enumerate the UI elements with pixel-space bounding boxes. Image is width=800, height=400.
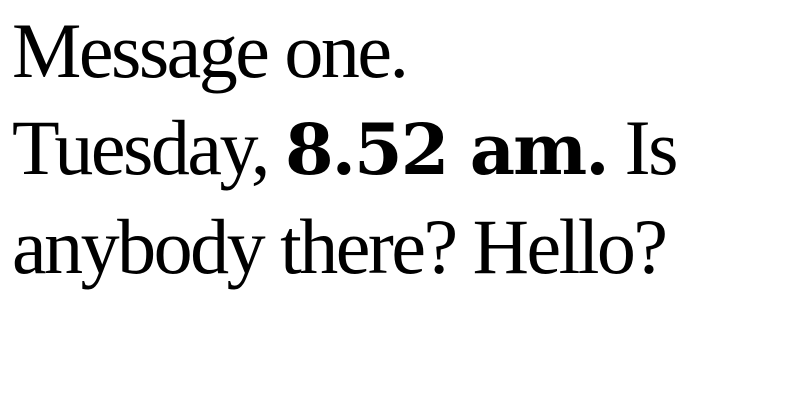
message-line-3: anybody there? Hello?: [12, 203, 668, 290]
message-day: Tuesday,: [12, 104, 270, 191]
message-text: Message one. Tuesday, 8.52 am. Is anybod…: [12, 2, 800, 295]
message-line-2-end: Is: [624, 104, 679, 191]
message-line-1: Message one.: [12, 7, 409, 94]
message-time: 8.52 am.: [284, 108, 610, 191]
message-line-2: Tuesday, 8.52 am. Is: [12, 99, 800, 198]
